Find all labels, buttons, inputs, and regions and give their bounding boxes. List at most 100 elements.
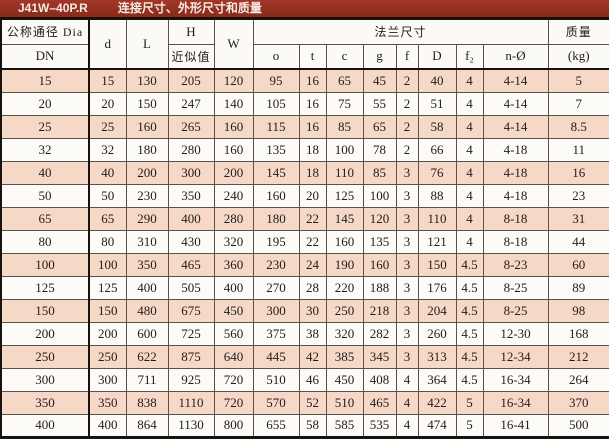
cell-c: 145 <box>325 206 364 231</box>
cell-f2: 4 <box>455 114 484 139</box>
cell-W: 400 <box>213 275 254 300</box>
header-flange-dimensions-group: 法兰尺寸 <box>252 18 549 45</box>
table-row: 50 50 230 350 240 160 20 125 100 3 88 4 4-18 23 <box>0 183 609 208</box>
cell-kg: 7 <box>547 91 609 116</box>
cell-t: 58 <box>298 413 327 439</box>
table-header: 公称通径 Dia d L H W 法兰尺寸 质量 DN 近似值 o t c g … <box>0 18 609 70</box>
cell-D: 204 <box>417 298 457 323</box>
cell-o: 510 <box>252 367 300 392</box>
cell-n-hole: 4-14 <box>482 91 549 116</box>
cell-n-hole: 12-30 <box>482 321 549 346</box>
cell-kg: 89 <box>547 275 609 300</box>
cell-o: 95 <box>252 68 300 93</box>
cell-n-hole: 8-18 <box>482 229 549 254</box>
header-flange-f: f <box>395 43 419 70</box>
cell-f2: 4.5 <box>455 298 484 323</box>
cell-H: 725 <box>167 321 215 346</box>
cell-D: 40 <box>417 68 457 93</box>
cell-g: 65 <box>362 114 397 139</box>
cell-o: 135 <box>252 137 300 162</box>
cell-g: 55 <box>362 91 397 116</box>
cell-d: 15 <box>88 68 127 93</box>
cell-kg: 11 <box>547 137 609 162</box>
cell-L: 622 <box>125 344 169 369</box>
cell-o: 375 <box>252 321 300 346</box>
table-row: 350 350 838 1110 720 570 52 510 465 4 422 5 16-34 370 <box>0 390 609 415</box>
cell-c: 385 <box>325 344 364 369</box>
cell-D: 58 <box>417 114 457 139</box>
cell-d: 65 <box>88 206 127 231</box>
table-row: 200 200 600 725 560 375 38 320 282 3 260 4.5 12-30 16… <box>0 321 609 346</box>
cell-o: 300 <box>252 298 300 323</box>
header-nominal-diameter: 公称通径 Dia <box>0 18 90 45</box>
cell-f2: 4.5 <box>455 252 484 277</box>
cell-L: 864 <box>125 413 169 439</box>
cell-W: 160 <box>213 137 254 162</box>
cell-dn: 200 <box>0 321 90 346</box>
cell-dn: 300 <box>0 367 90 392</box>
cell-c: 190 <box>325 252 364 277</box>
cell-n-hole: 16-34 <box>482 367 549 392</box>
cell-t: 16 <box>298 68 327 93</box>
cell-kg: 31 <box>547 206 609 231</box>
cell-H: 350 <box>167 183 215 208</box>
cell-c: 220 <box>325 275 364 300</box>
cell-kg: 264 <box>547 367 609 392</box>
cell-f: 3 <box>395 252 419 277</box>
cell-c: 450 <box>325 367 364 392</box>
cell-g: 218 <box>362 298 397 323</box>
cell-d: 350 <box>88 390 127 415</box>
cell-dn: 350 <box>0 390 90 415</box>
cell-f2: 4 <box>455 137 484 162</box>
cell-c: 85 <box>325 114 364 139</box>
header-flange-D: D <box>417 43 457 70</box>
cell-dn: 250 <box>0 344 90 369</box>
cell-c: 65 <box>325 68 364 93</box>
cell-d: 150 <box>88 298 127 323</box>
cell-kg: 44 <box>547 229 609 254</box>
cell-dn: 80 <box>0 229 90 254</box>
cell-L: 711 <box>125 367 169 392</box>
cell-D: 76 <box>417 160 457 185</box>
cell-t: 46 <box>298 367 327 392</box>
cell-d: 20 <box>88 91 127 116</box>
cell-d: 250 <box>88 344 127 369</box>
cell-d: 125 <box>88 275 127 300</box>
cell-f: 3 <box>395 275 419 300</box>
cell-f: 4 <box>395 367 419 392</box>
cell-f2: 4 <box>455 229 484 254</box>
cell-W: 140 <box>213 91 254 116</box>
cell-f2: 5 <box>455 390 484 415</box>
cell-c: 110 <box>325 160 364 185</box>
cell-f: 3 <box>395 344 419 369</box>
cell-dn: 65 <box>0 206 90 231</box>
cell-H: 430 <box>167 229 215 254</box>
title-bar: J41W–40P.R 连接尺寸、外形尺寸和质量 <box>0 0 609 18</box>
cell-t: 42 <box>298 344 327 369</box>
cell-n-hole: 4-14 <box>482 68 549 93</box>
table-row: 40 40 200 300 200 145 18 110 85 3 76 4 4-18 16 <box>0 160 609 185</box>
cell-H: 465 <box>167 252 215 277</box>
header-flange-bolt-holes: n-Ø <box>482 43 549 70</box>
header-H-approx-value: 近似值 <box>167 43 215 70</box>
cell-kg: 370 <box>547 390 609 415</box>
cell-kg: 16 <box>547 160 609 185</box>
table-row: 15 15 130 205 120 95 16 65 45 2 40 4 4-14 5 <box>0 68 609 93</box>
cell-g: 345 <box>362 344 397 369</box>
cell-g: 100 <box>362 183 397 208</box>
cell-g: 135 <box>362 229 397 254</box>
cell-W: 450 <box>213 298 254 323</box>
cell-d: 25 <box>88 114 127 139</box>
cell-g: 408 <box>362 367 397 392</box>
cell-n-hole: 8-25 <box>482 275 549 300</box>
cell-H: 1110 <box>167 390 215 415</box>
cell-n-hole: 8-18 <box>482 206 549 231</box>
header-H: H <box>167 18 215 45</box>
cell-f: 2 <box>395 91 419 116</box>
cell-d: 40 <box>88 160 127 185</box>
cell-f2: 4 <box>455 183 484 208</box>
cell-c: 320 <box>325 321 364 346</box>
cell-t: 18 <box>298 160 327 185</box>
cell-W: 120 <box>213 68 254 93</box>
cell-dn: 15 <box>0 68 90 93</box>
